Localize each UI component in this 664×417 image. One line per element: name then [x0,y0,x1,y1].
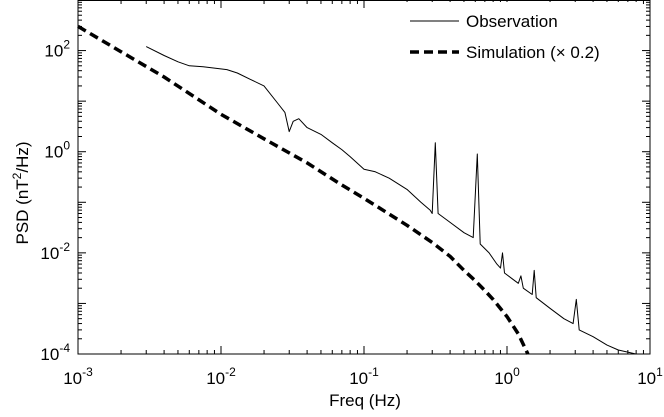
y-axis-label-main: PSD (nT [13,179,32,244]
axis-ticks [77,0,650,355]
legend: Observation Simulation (× 0.2) [399,2,642,64]
tick-labels: 10-3 10-2 10-1 100 101 10-4 10-2 100 102 [40,38,663,388]
x-axis-label: Freq (Hz) [329,391,401,410]
y-axis-label-tail: /Hz) [13,141,32,172]
y-tick-label: 10-2 [40,240,70,263]
series-layer [77,24,637,355]
x-tick-label: 10-2 [206,365,236,388]
y-tick-label: 100 [44,139,70,162]
legend-simulation-label: Simulation (× 0.2) [466,43,600,62]
legend-observation-label: Observation [466,12,558,31]
series-line-observation [145,46,637,355]
y-axis-label: PSD (nT2/Hz) [10,141,32,244]
x-tick-label: 10-3 [63,365,93,388]
y-tick-label: 102 [44,38,70,61]
x-tick-label: 100 [494,365,520,388]
y-tick-label: 10-4 [40,341,70,364]
y-axis-label-superscript: 2 [10,172,24,179]
x-tick-label: 101 [637,365,663,388]
x-tick-label: 10-1 [349,365,379,388]
series-line-simulation [77,24,530,355]
